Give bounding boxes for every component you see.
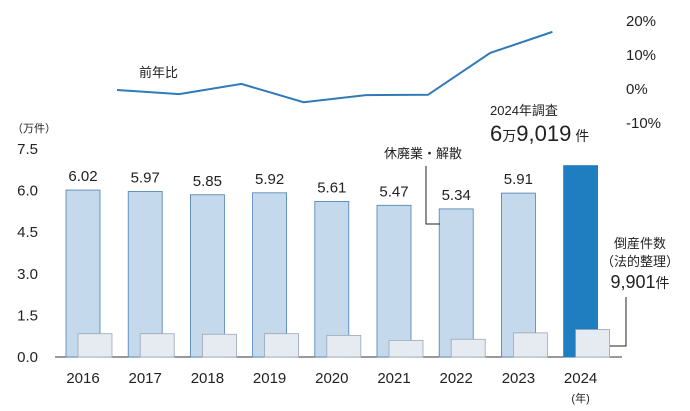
y-unit-label: （万件） [12, 122, 56, 135]
data-label-2023: 5.91 [504, 171, 533, 188]
y-right-tick-label: -10% [626, 115, 661, 132]
data-label-2019: 5.92 [255, 171, 284, 188]
bar-kyuhaigyo-2018 [189, 194, 225, 358]
y-right-tick-label: 20% [626, 13, 656, 30]
bar-kyuhaigyo-2024 [563, 165, 598, 358]
bankruptcy-label-1: 倒産件数 [614, 236, 666, 251]
bar-kyuhaigyo-2016 [65, 189, 101, 358]
bar-bankruptcy-2022 [450, 338, 486, 358]
bar-kyuhaigyo-2017 [127, 191, 163, 358]
survey-total-part: 件 [571, 128, 589, 144]
data-label-2016: 6.02 [68, 168, 97, 185]
bankruptcy-value-part: 件 [656, 275, 670, 291]
bar-bankruptcy-2021 [388, 339, 424, 358]
x-tick-label: 2020 [315, 370, 348, 387]
x-tick-label: 2021 [377, 370, 410, 387]
y-tick-label: 6.0 [17, 183, 38, 200]
y-tick-label: 0.0 [17, 349, 38, 366]
bankruptcy-callout [610, 297, 627, 347]
x-tick-label: 2023 [502, 370, 535, 387]
x-tick-label: 2018 [191, 370, 224, 387]
survey-total-part: 9,019 [516, 121, 571, 146]
bar-bankruptcy-2020 [326, 334, 362, 358]
kyuhaigyo-label: 休廃業・解散 [384, 146, 462, 161]
bar-bankruptcy-2017 [139, 333, 175, 358]
bar-kyuhaigyo-2021 [376, 204, 412, 358]
bar-bankruptcy-2023 [513, 332, 548, 358]
bankruptcy-value-part: 9,901 [610, 272, 655, 292]
survey-total-part: 6 [490, 121, 502, 146]
data-label-2020: 5.61 [317, 179, 346, 196]
y-tick-label: 7.5 [17, 141, 38, 158]
x-tick-label: 2022 [440, 370, 473, 387]
bankruptcy-label-2: （法的整理） [601, 254, 679, 269]
data-label-2021: 5.47 [379, 183, 408, 200]
y-tick-label: 3.0 [17, 266, 38, 283]
x-tick-label: 2016 [66, 370, 99, 387]
bankruptcy-value: 9,901件 [610, 272, 669, 292]
x-tick-label: 2019 [253, 370, 286, 387]
yoy-label: 前年比 [139, 65, 178, 80]
x-unit-label: (年) [571, 391, 589, 405]
y-right-tick-label: 0% [626, 81, 648, 98]
survey-total-part: 万 [502, 128, 516, 144]
bar-bankruptcy-2018 [201, 333, 237, 358]
survey-total: 6万9,019 件 [490, 121, 589, 146]
y-tick-label: 1.5 [17, 307, 38, 324]
x-tick-label: 2017 [129, 370, 162, 387]
bar-kyuhaigyo-2023 [500, 192, 536, 358]
x-tick-label: 2024 [564, 370, 597, 387]
bar-kyuhaigyo-2019 [252, 192, 288, 358]
y-tick-label: 4.5 [17, 224, 38, 241]
bar-kyuhaigyo-2020 [314, 201, 350, 358]
bar-bankruptcy-2016 [77, 333, 113, 358]
data-label-2018: 5.85 [193, 173, 222, 190]
y-right-tick-label: 10% [626, 47, 656, 64]
kyuhaigyo-callout [425, 166, 440, 225]
yoy-line [116, 30, 553, 104]
data-label-2022: 5.34 [442, 187, 471, 204]
bar-bankruptcy-2024 [575, 329, 610, 358]
bar-bankruptcy-2019 [264, 333, 300, 358]
survey-title: 2024年調査 [490, 103, 558, 118]
data-label-2017: 5.97 [131, 169, 160, 186]
bar-kyuhaigyo-2022 [438, 208, 474, 358]
